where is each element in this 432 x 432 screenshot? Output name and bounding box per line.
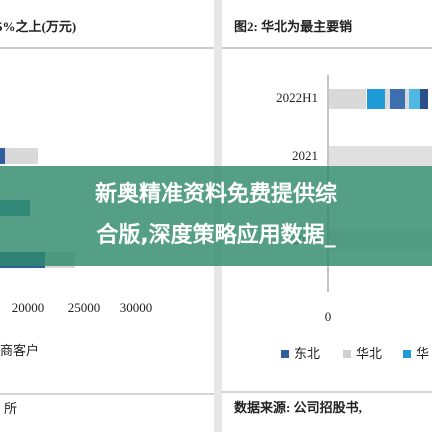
legend-swatch xyxy=(403,350,411,358)
x-tick-label: 30000 xyxy=(120,300,153,315)
right-title: 图2: 华北为最主要销 xyxy=(234,19,352,34)
source: 数据来源: 公司招股书, xyxy=(234,400,362,415)
bar xyxy=(390,89,405,109)
x-tick-label: 25000 xyxy=(68,300,101,315)
row-label: 2021 xyxy=(292,148,318,163)
left-title: 5%之上(万元) xyxy=(0,19,76,34)
legend-label: 东北 xyxy=(294,346,320,361)
x-tick-label: 20000 xyxy=(12,300,45,315)
x-tick-label: 0 xyxy=(325,309,332,324)
bar xyxy=(329,146,432,166)
legend-label: 华 xyxy=(416,346,429,361)
bar xyxy=(367,89,385,109)
overlay-band xyxy=(0,166,432,266)
bar xyxy=(409,89,420,109)
bar xyxy=(385,89,390,109)
overlay-text: 合版,深度策略应用数据_ xyxy=(96,222,335,248)
caption: 商客户 xyxy=(0,343,39,358)
bar xyxy=(0,148,5,164)
bar xyxy=(329,89,366,109)
bar xyxy=(405,89,409,109)
overlay-text: 新奥精准资料免费提供综 xyxy=(95,181,337,207)
row-label: 2022H1 xyxy=(276,90,318,105)
bar xyxy=(0,148,38,164)
legend-label: 华北 xyxy=(356,346,382,361)
bar xyxy=(420,89,428,109)
footer: 所 xyxy=(4,401,17,416)
legend-swatch xyxy=(281,350,289,358)
legend-swatch xyxy=(343,350,351,358)
